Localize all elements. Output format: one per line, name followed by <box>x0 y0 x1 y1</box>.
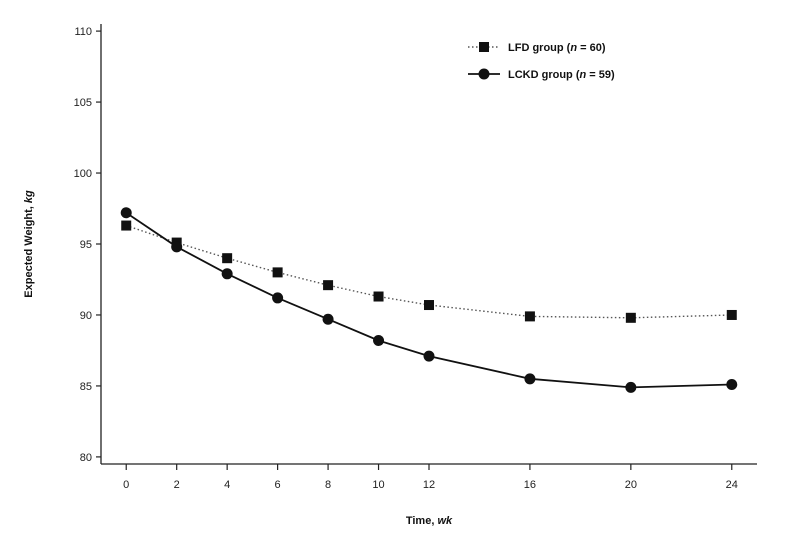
x-tick-label: 20 <box>625 479 637 491</box>
legend-label-lfd: LFD group (n = 60) <box>508 42 606 54</box>
data-point-square <box>726 309 737 320</box>
data-point-circle <box>524 373 536 385</box>
x-tick-label: 6 <box>275 479 281 491</box>
y-axis-title-unit: kg <box>23 190 35 203</box>
legend-marker-circle <box>478 68 490 80</box>
y-axis-title: Expected Weight, kg <box>23 190 35 298</box>
y-tick-label: 90 <box>80 310 92 322</box>
y-tick-label: 85 <box>80 381 92 393</box>
data-point-circle <box>322 313 334 325</box>
data-point-square <box>272 267 283 278</box>
legend-label-lfd-n: n <box>570 42 577 54</box>
data-point-circle <box>726 379 738 391</box>
data-point-square <box>222 253 233 264</box>
legend-label-lfd-suffix: = 60) <box>577 42 606 54</box>
data-point-circle <box>373 335 385 347</box>
x-axis-title: Time, wk <box>406 515 453 527</box>
x-tick-label: 10 <box>372 479 384 491</box>
x-tick-label: 8 <box>325 479 331 491</box>
data-point-square <box>625 312 636 323</box>
data-point-circle <box>625 381 637 393</box>
data-point-circle <box>171 241 183 253</box>
chart-legend: LFD group (n = 60) LCKD group (n = 59) <box>468 42 615 81</box>
series-line <box>125 212 732 389</box>
y-tick-label: 95 <box>80 239 92 251</box>
legend-label-lckd-suffix: = 59) <box>586 69 615 81</box>
x-axis-title-main: Time, <box>406 515 438 527</box>
data-point-circle <box>120 207 132 219</box>
legend-item-lfd: LFD group (n = 60) <box>468 42 606 54</box>
y-tick-label: 105 <box>74 97 92 109</box>
y-axis-title-main: Expected Weight, <box>23 203 35 298</box>
x-tick-label: 0 <box>123 479 129 491</box>
y-tick-label: 110 <box>74 26 92 38</box>
series-lfd <box>121 220 737 323</box>
data-point-square <box>524 311 535 322</box>
x-tick-label: 2 <box>174 479 180 491</box>
chart-series <box>120 207 738 393</box>
legend-item-lckd: LCKD group (n = 59) <box>468 68 615 81</box>
legend-label-lfd-prefix: LFD group ( <box>508 42 571 54</box>
legend-label-lckd-n: n <box>579 69 586 81</box>
x-tick-label: 16 <box>524 479 536 491</box>
series-line <box>125 224 732 319</box>
x-axis-title-unit: wk <box>437 515 453 527</box>
legend-label-lckd: LCKD group (n = 59) <box>508 69 615 81</box>
y-tick-label: 80 <box>80 452 92 464</box>
legend-label-lckd-prefix: LCKD group ( <box>508 69 580 81</box>
data-point-circle <box>272 292 284 304</box>
data-point-circle <box>221 268 233 280</box>
series-lckd <box>120 207 738 393</box>
data-point-square <box>323 280 334 291</box>
y-tick-label: 100 <box>74 168 92 180</box>
x-tick-label: 24 <box>726 479 738 491</box>
data-point-square <box>373 291 384 302</box>
x-tick-label: 4 <box>224 479 230 491</box>
data-point-square <box>424 300 434 311</box>
legend-marker-square <box>479 42 489 52</box>
data-point-circle <box>423 350 435 362</box>
x-tick-label: 12 <box>423 479 435 491</box>
data-point-square <box>121 220 132 231</box>
